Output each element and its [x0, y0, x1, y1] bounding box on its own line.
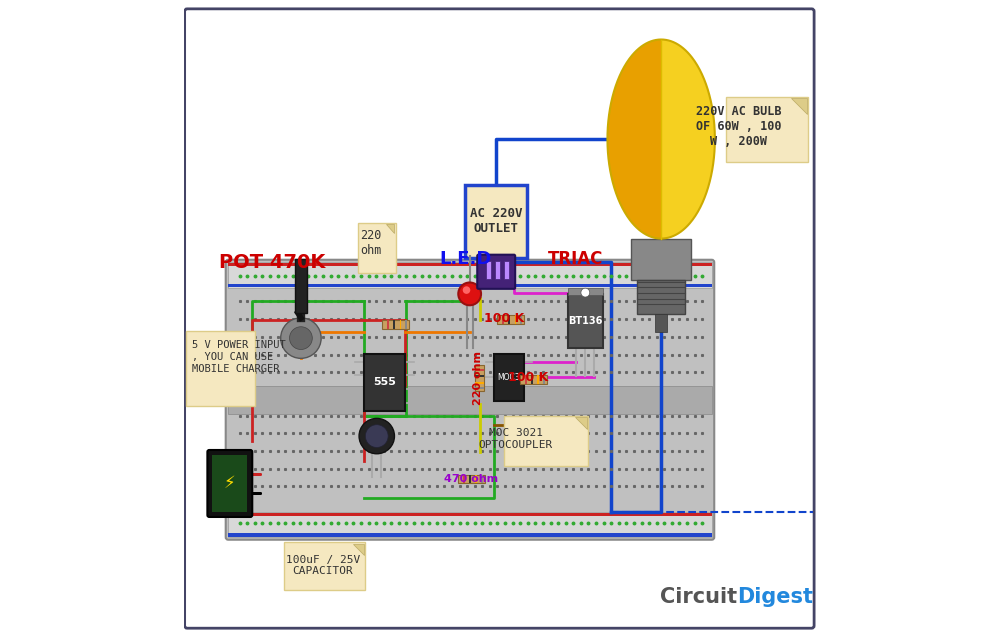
Bar [568, 288, 603, 295]
Bar [382, 320, 409, 329]
Bar [637, 279, 685, 315]
Bar [486, 261, 491, 279]
Bar [504, 261, 509, 279]
Text: Digest: Digest [737, 587, 813, 607]
Text: AC 220V
OUTLET: AC 220V OUTLET [470, 207, 522, 235]
Text: 220V AC BULB
OF 60W , 100
W , 200W: 220V AC BULB OF 60W , 100 W , 200W [696, 105, 781, 148]
Text: POT 470K: POT 470K [219, 253, 325, 272]
Circle shape [458, 283, 481, 305]
Bar [228, 262, 712, 288]
Text: 100uF / 25V
CAPACITOR: 100uF / 25V CAPACITOR [286, 555, 360, 576]
Bar [481, 475, 483, 483]
Bar [228, 533, 712, 537]
Circle shape [281, 318, 321, 358]
Bar [502, 315, 504, 324]
Text: L.E.D: L.E.D [439, 250, 491, 268]
Bar [475, 375, 484, 377]
Text: Circuit: Circuit [660, 587, 737, 607]
Bar [525, 375, 527, 384]
Text: 220 ohm: 220 ohm [473, 351, 483, 405]
Bar [655, 315, 667, 332]
Bar [295, 259, 307, 313]
Bar [531, 375, 533, 384]
Text: 220
ohm: 220 ohm [360, 229, 381, 257]
Bar [387, 320, 389, 329]
Bar [228, 284, 712, 287]
Bar [228, 512, 712, 537]
Text: BT136: BT136 [568, 316, 603, 326]
Bar [520, 315, 522, 324]
Text: MOC 3021
OPTOCOUPLER: MOC 3021 OPTOCOUPLER [479, 428, 553, 450]
Polygon shape [607, 39, 661, 239]
FancyBboxPatch shape [358, 223, 396, 273]
Polygon shape [791, 98, 807, 114]
Polygon shape [575, 417, 587, 429]
Text: ⚡: ⚡ [224, 475, 236, 492]
FancyBboxPatch shape [465, 185, 527, 258]
Text: 555: 555 [373, 377, 396, 387]
FancyBboxPatch shape [477, 255, 515, 289]
Bar [495, 261, 500, 279]
Bar [497, 315, 524, 324]
Text: 5 V POWER INPUT
, YOU CAN USE
MOBILE CHARGER: 5 V POWER INPUT , YOU CAN USE MOBILE CHA… [192, 341, 286, 374]
Bar [475, 475, 477, 483]
Bar [475, 382, 484, 384]
Bar [515, 315, 516, 324]
Circle shape [581, 288, 590, 297]
Text: TRIAC: TRIAC [548, 250, 604, 268]
Circle shape [365, 425, 388, 447]
Bar [463, 475, 465, 483]
FancyBboxPatch shape [207, 450, 252, 517]
Polygon shape [353, 544, 364, 555]
Bar [475, 365, 484, 391]
Polygon shape [386, 224, 394, 233]
FancyBboxPatch shape [226, 260, 714, 540]
Bar [400, 320, 401, 329]
Bar [393, 320, 395, 329]
Bar [475, 369, 484, 371]
Bar [469, 475, 471, 483]
Bar [631, 239, 691, 279]
Bar [405, 320, 407, 329]
Circle shape [359, 418, 394, 454]
Text: 470 ohm: 470 ohm [444, 474, 499, 484]
Bar [228, 513, 712, 516]
Bar [212, 455, 247, 512]
FancyBboxPatch shape [186, 331, 255, 406]
Bar [543, 375, 545, 384]
Circle shape [463, 286, 470, 294]
FancyBboxPatch shape [284, 542, 365, 590]
Bar [228, 263, 712, 266]
Text: MOC3: MOC3 [498, 374, 520, 382]
Text: 100 K: 100 K [508, 372, 549, 384]
Circle shape [290, 327, 312, 349]
Bar [494, 354, 524, 401]
Bar [568, 294, 603, 348]
Polygon shape [661, 39, 715, 239]
Text: 100 K: 100 K [484, 312, 524, 325]
FancyBboxPatch shape [185, 9, 814, 628]
Bar [228, 386, 712, 413]
Bar [537, 375, 539, 384]
Bar [520, 375, 547, 384]
FancyBboxPatch shape [726, 97, 808, 162]
Bar [364, 354, 405, 411]
Bar [475, 387, 484, 389]
Bar [458, 475, 485, 483]
FancyBboxPatch shape [504, 416, 588, 466]
Bar [508, 315, 510, 324]
